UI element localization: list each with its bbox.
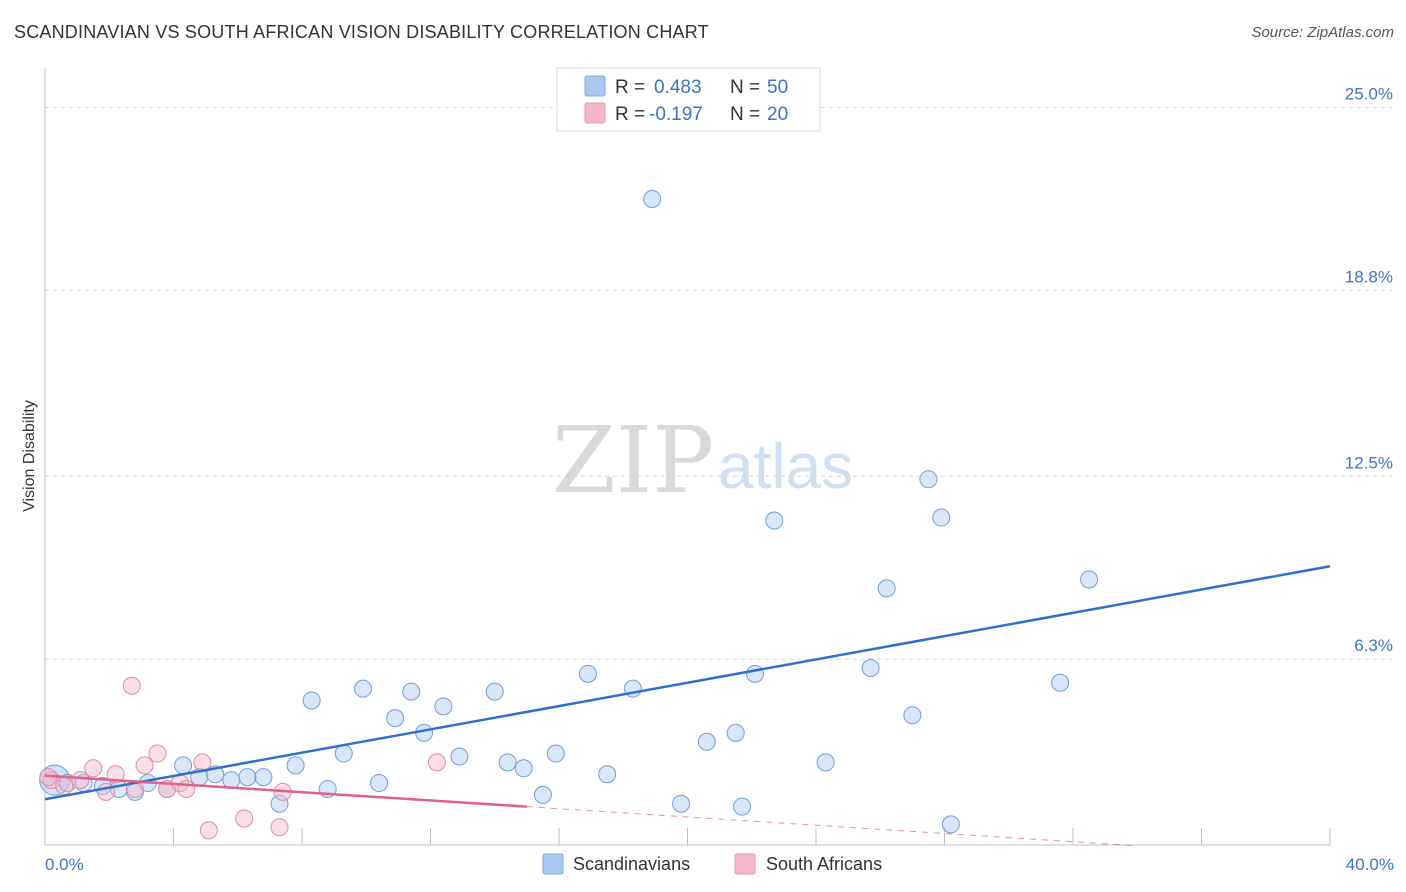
data-point (485, 682, 504, 701)
series-legend: Scandinavians South Africans (542, 853, 882, 875)
data-point (148, 744, 167, 763)
data-point (941, 815, 960, 834)
data-point (450, 747, 469, 766)
legend-swatch-scandinavians (584, 75, 606, 97)
data-point (578, 664, 597, 683)
data-point (932, 508, 951, 527)
data-point (745, 664, 764, 683)
series-legend-swatch-scandinavians (542, 853, 564, 875)
data-point (697, 732, 716, 751)
data-point (415, 723, 434, 742)
legend-n-value-2: 20 (767, 104, 788, 125)
gridlines (45, 107, 1392, 660)
y-tick-label: 18.8% (1345, 267, 1393, 286)
data-point (55, 777, 74, 795)
trend-line-extension (526, 806, 1138, 847)
data-point (193, 753, 212, 772)
legend-n-label-1: N = (730, 77, 760, 98)
series-south-africans (39, 676, 446, 840)
data-points (39, 189, 1099, 840)
legend-swatch-south-africans (584, 102, 606, 124)
data-point (427, 753, 446, 772)
data-point (434, 697, 453, 716)
data-point (1080, 570, 1099, 589)
data-point (270, 818, 289, 837)
data-point (135, 756, 154, 775)
legend-n-value-1: 50 (767, 77, 788, 98)
data-point (643, 189, 662, 208)
legend-r-value-1: 0.483 (654, 77, 702, 98)
data-point (546, 744, 565, 763)
data-point (370, 774, 389, 793)
data-point (84, 759, 103, 778)
y-tick-label: 12.5% (1345, 453, 1393, 472)
chart-title: SCANDINAVIAN VS SOUTH AFRICAN VISION DIS… (14, 22, 709, 42)
data-point (514, 759, 533, 778)
trend-line (44, 774, 527, 808)
y-axis-label: Vision Disability (21, 400, 38, 512)
series-legend-swatch-south-africans (734, 853, 756, 875)
data-point (286, 756, 305, 775)
x-tick-label-max: 40.0% (1346, 855, 1394, 874)
legend-n-label-2: N = (730, 104, 760, 125)
data-point (903, 706, 922, 725)
data-point (598, 765, 617, 784)
data-point (919, 470, 938, 489)
watermark-atlas: atlas (718, 430, 853, 502)
data-point (177, 779, 196, 798)
data-point (174, 756, 193, 775)
data-point (402, 682, 421, 701)
data-point (122, 676, 141, 695)
data-point (533, 785, 552, 804)
data-point (861, 659, 880, 677)
data-point (235, 809, 254, 828)
series-legend-label-scandinavians: Scandinavians (573, 854, 690, 874)
data-point (498, 753, 517, 772)
correlation-legend: R = 0.483 N = 50 R = -0.197 N = 20 (556, 67, 821, 132)
series-scandinavians (39, 189, 1099, 834)
trend-lines (44, 564, 1331, 847)
data-point (386, 709, 405, 728)
data-point (733, 797, 752, 816)
trend-line (44, 564, 1331, 801)
legend-r-value-2: -0.197 (649, 104, 703, 125)
data-point (1051, 673, 1070, 692)
data-point (672, 794, 691, 813)
y-tick-labels: 6.3% 12.5% 18.8% 25.0% (1345, 85, 1393, 656)
legend-r-label-2: R = (615, 104, 645, 125)
data-point (254, 768, 273, 787)
data-point (238, 768, 257, 787)
source-label: Source: ZipAtlas.com (1251, 24, 1394, 41)
y-tick-label: 6.3% (1354, 636, 1393, 655)
data-point (816, 753, 835, 772)
data-point (71, 771, 90, 790)
data-point (877, 579, 896, 598)
data-point (334, 744, 353, 763)
legend-r-label-1: R = (615, 77, 645, 98)
data-point (354, 679, 373, 698)
data-point (765, 511, 784, 530)
data-point (270, 794, 289, 813)
data-point (726, 723, 745, 742)
x-tick-labels: 0.0% 40.0% (45, 855, 1394, 874)
series-legend-label-south-africans: South Africans (766, 854, 882, 874)
y-tick-label: 25.0% (1345, 85, 1393, 104)
data-point (106, 765, 125, 784)
data-point (302, 691, 321, 710)
watermark: ZIP atlas (552, 407, 853, 514)
watermark-zip: ZIP (552, 407, 714, 514)
data-point (199, 821, 218, 840)
x-tick-label-min: 0.0% (45, 855, 84, 874)
